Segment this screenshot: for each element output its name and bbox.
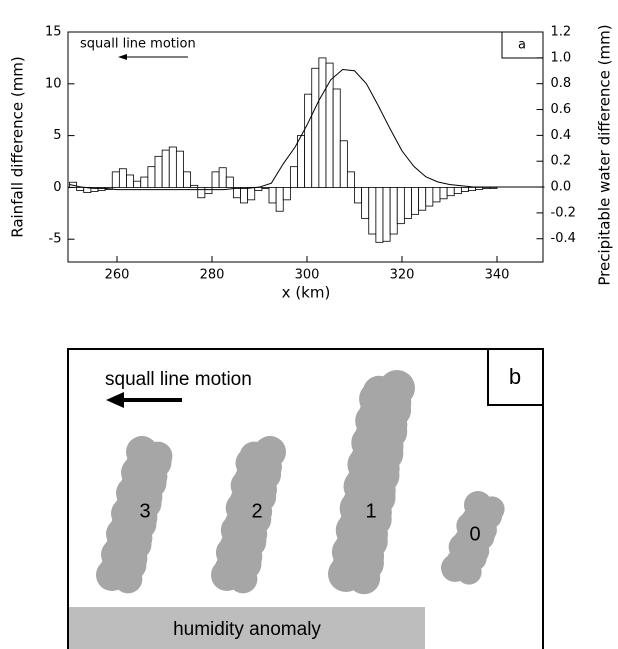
bar bbox=[346, 171, 355, 188]
y2-tick-label: 0.0 bbox=[551, 180, 572, 195]
humidity-bar bbox=[69, 607, 425, 649]
bar bbox=[126, 174, 135, 188]
bar bbox=[332, 88, 341, 188]
panel-b-label-box bbox=[487, 348, 544, 406]
clouds: 3 2 1 0 bbox=[96, 370, 505, 595]
bar bbox=[261, 187, 270, 189]
panel-label: a bbox=[518, 38, 526, 53]
y-tick-label: 5 bbox=[53, 128, 61, 143]
bar bbox=[211, 171, 220, 188]
arrow-text: squall line motion bbox=[105, 369, 252, 390]
bar bbox=[204, 187, 213, 195]
bar bbox=[418, 187, 427, 211]
bar bbox=[240, 187, 249, 204]
bar bbox=[183, 171, 192, 188]
y-tick-label: 15 bbox=[45, 25, 62, 40]
motion-arrowhead bbox=[106, 392, 124, 408]
cloud-puff bbox=[362, 375, 396, 409]
bar bbox=[197, 187, 206, 199]
cloud-label: 0 bbox=[469, 523, 480, 545]
annotation: squall line motion bbox=[80, 37, 196, 52]
plot-frame bbox=[67, 31, 544, 263]
bar bbox=[140, 176, 149, 188]
bar bbox=[133, 180, 142, 188]
y2-tick-label: 0.6 bbox=[551, 102, 572, 117]
cloud-label: 3 bbox=[139, 500, 150, 522]
bar bbox=[318, 57, 327, 188]
bar bbox=[439, 187, 448, 200]
x-tick-label: 280 bbox=[200, 268, 225, 283]
bar bbox=[111, 171, 120, 188]
bar bbox=[361, 187, 370, 219]
bar bbox=[247, 187, 256, 201]
bar bbox=[118, 168, 127, 188]
bar bbox=[453, 187, 462, 195]
bar bbox=[446, 187, 455, 197]
cloud-puff bbox=[479, 496, 505, 522]
y2-tick-label: 1.0 bbox=[551, 50, 572, 65]
x-tick-label: 340 bbox=[485, 268, 510, 283]
bar bbox=[218, 167, 227, 188]
bar bbox=[311, 67, 320, 188]
cloud-puff bbox=[239, 441, 269, 471]
x-tick-label: 300 bbox=[295, 268, 320, 283]
bar bbox=[460, 187, 469, 192]
x-tick-label: 260 bbox=[105, 268, 130, 283]
bar bbox=[468, 187, 477, 191]
y-tick-label: 10 bbox=[45, 76, 62, 91]
annotation-arrowhead bbox=[118, 54, 127, 60]
bar bbox=[190, 184, 199, 188]
bar bbox=[268, 187, 277, 204]
x-axis-label: x (km) bbox=[282, 284, 331, 302]
bar bbox=[225, 176, 234, 188]
bar bbox=[368, 187, 377, 235]
y2-tick-label: 0.2 bbox=[551, 154, 572, 169]
y2-tick-label: -0.4 bbox=[551, 231, 576, 246]
bar bbox=[489, 187, 498, 189]
y2-tick-label: 0.8 bbox=[551, 76, 572, 91]
bar bbox=[168, 146, 177, 188]
bar bbox=[161, 149, 170, 188]
cloud-puff bbox=[143, 441, 173, 471]
bar bbox=[482, 187, 491, 189]
bar bbox=[297, 135, 306, 188]
bar bbox=[389, 187, 398, 235]
y2-tick-label: -0.2 bbox=[551, 205, 576, 220]
panel-b-label: b bbox=[509, 364, 521, 389]
bar bbox=[475, 187, 484, 190]
bar bbox=[432, 187, 441, 203]
bar bbox=[76, 187, 85, 191]
panel-b-frame bbox=[67, 348, 544, 649]
bar bbox=[175, 150, 184, 188]
bar bbox=[382, 187, 391, 242]
bar bbox=[289, 166, 298, 188]
humidity-text: humidity anomaly bbox=[173, 619, 321, 640]
cloud-label: 1 bbox=[365, 500, 376, 522]
y2-tick-label: 1.2 bbox=[551, 25, 572, 40]
bar bbox=[275, 187, 284, 212]
bar bbox=[425, 187, 434, 207]
bar bbox=[396, 187, 405, 225]
bar bbox=[339, 140, 348, 188]
bar bbox=[282, 187, 291, 201]
bar bbox=[375, 187, 384, 243]
y-axis-label: Rainfall difference (mm) bbox=[9, 56, 27, 238]
y2-axis-label: Precipitable water difference (mm) bbox=[596, 24, 614, 285]
y2-tick-label: 0.4 bbox=[551, 128, 572, 143]
x-tick-label: 320 bbox=[390, 268, 415, 283]
bar bbox=[411, 187, 420, 215]
bar bbox=[154, 155, 163, 188]
y-tick-label: 0 bbox=[53, 180, 61, 195]
bar bbox=[354, 187, 363, 204]
bar bbox=[147, 166, 156, 188]
bar bbox=[304, 93, 313, 188]
line bbox=[69, 68, 545, 191]
y-tick-label: -5 bbox=[49, 232, 62, 247]
cloud-label: 2 bbox=[251, 500, 262, 522]
bar bbox=[403, 187, 412, 219]
